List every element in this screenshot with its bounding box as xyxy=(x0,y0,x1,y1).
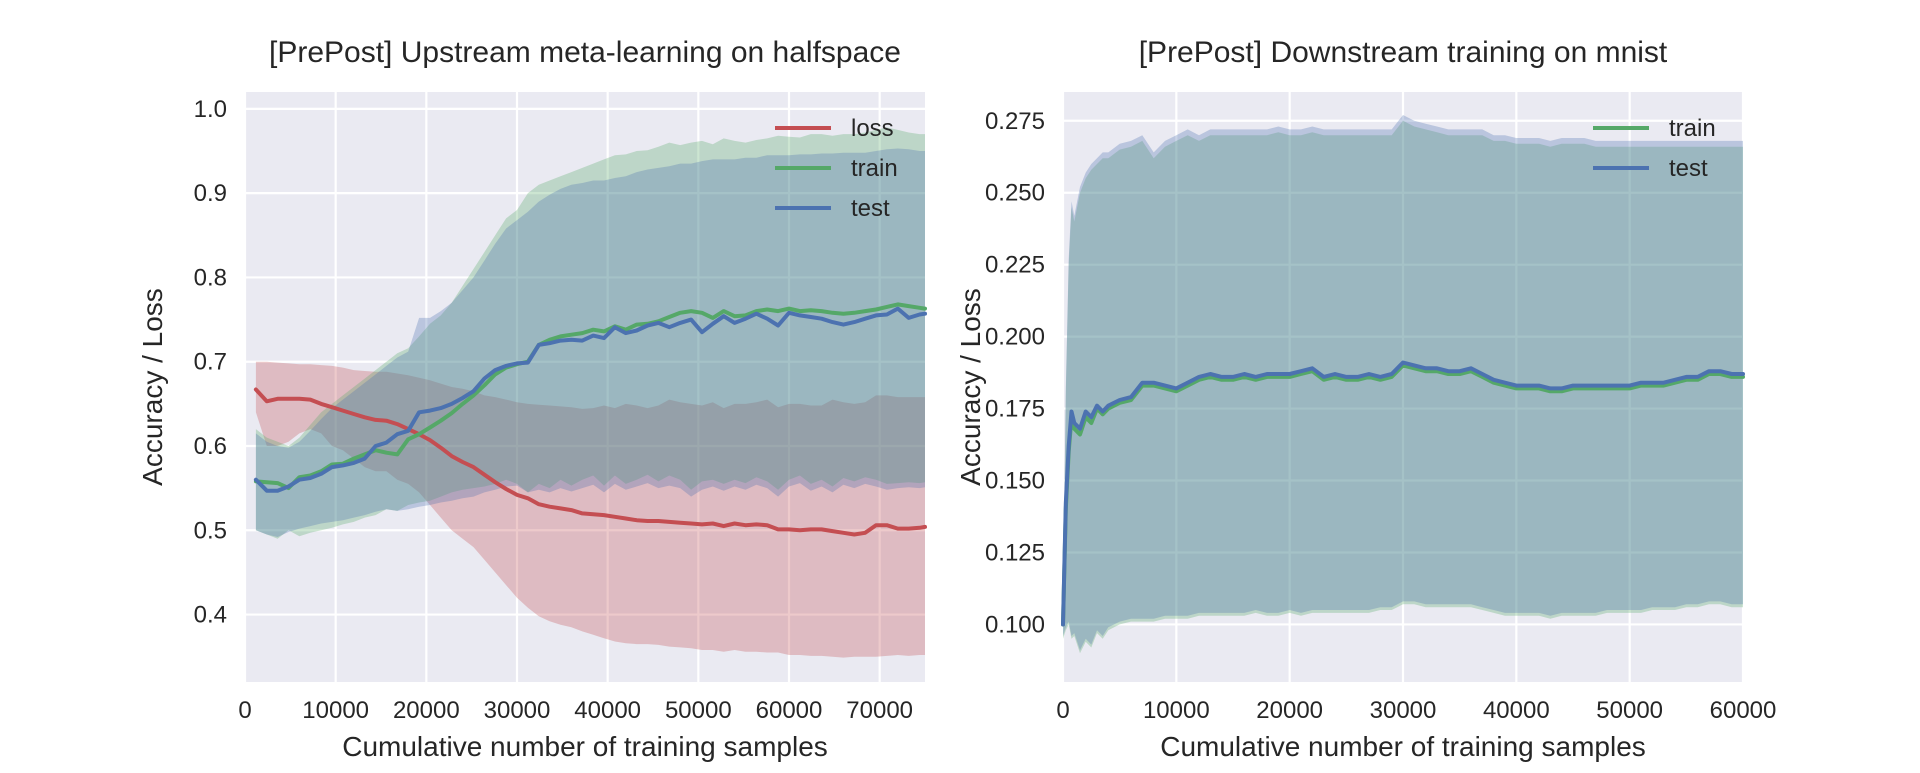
downstream-y-tick-label: 0.275 xyxy=(985,108,1045,135)
upstream-legend-label-loss: loss xyxy=(851,115,894,142)
upstream-x-tick-label: 20000 xyxy=(393,697,460,724)
downstream-legend-label-train: train xyxy=(1669,115,1716,142)
downstream-band-test xyxy=(1063,115,1743,651)
downstream-y-tick-label: 0.200 xyxy=(985,324,1045,351)
upstream-x-tick-label: 0 xyxy=(238,697,251,724)
upstream-y-tick-label: 0.6 xyxy=(194,433,227,460)
upstream-line-test xyxy=(253,306,927,493)
downstream-y-axis-label: Accuracy / Loss xyxy=(955,288,986,486)
downstream-x-tick-label: 20000 xyxy=(1256,697,1323,724)
upstream-line-loss xyxy=(253,387,927,537)
upstream-lines xyxy=(253,302,927,537)
downstream-y-tick-label: 0.175 xyxy=(985,396,1045,423)
upstream-legend-label-test: test xyxy=(851,195,890,222)
upstream-chart-title: [PrePost] Upstream meta-learning on half… xyxy=(269,36,901,69)
downstream-x-tick-label: 30000 xyxy=(1370,697,1437,724)
downstream-legend: train test xyxy=(1593,115,1716,182)
upstream-band-test xyxy=(255,148,925,537)
downstream-x-tick-label: 10000 xyxy=(1143,697,1210,724)
upstream-y-tick-label: 0.8 xyxy=(194,264,227,291)
upstream-chart: 0 10000 20000 30000 40000 50000 60000 70000 0.4… xyxy=(137,36,927,762)
downstream-line-test xyxy=(1061,360,1745,627)
upstream-x-tick-label: 10000 xyxy=(302,697,369,724)
upstream-x-tick-label: 40000 xyxy=(574,697,641,724)
downstream-legend-label-test: test xyxy=(1669,155,1708,182)
downstream-chart: 0 10000 20000 30000 40000 50000 60000 0.1000.1… xyxy=(955,36,1776,762)
upstream-y-tick-label: 0.5 xyxy=(194,517,227,544)
downstream-x-tick-label: 40000 xyxy=(1483,697,1550,724)
downstream-line-train xyxy=(1061,363,1745,627)
upstream-y-ticks: 0.4 0.5 0.6 0.7 0.8 0.9 1.0 xyxy=(194,96,227,629)
downstream-y-tick-label: 0.150 xyxy=(985,468,1045,495)
upstream-grid xyxy=(243,92,925,682)
downstream-x-axis-label: Cumulative number of training samples xyxy=(1160,731,1646,762)
downstream-band-train xyxy=(1063,120,1743,654)
downstream-x-tick-label: 60000 xyxy=(1710,697,1777,724)
upstream-y-tick-label: 0.4 xyxy=(194,602,227,629)
downstream-y-tick-label: 0.250 xyxy=(985,180,1045,207)
downstream-y-ticks: 0.100 0.125 0.150 0.175 0.200 0.225 0.250 0.275 xyxy=(985,108,1045,639)
upstream-y-tick-label: 0.7 xyxy=(194,349,227,376)
upstream-plot-area xyxy=(245,92,925,682)
downstream-y-tick-label: 0.125 xyxy=(985,539,1045,566)
upstream-x-tick-label: 50000 xyxy=(665,697,732,724)
downstream-bands xyxy=(1063,115,1743,654)
upstream-x-tick-label: 30000 xyxy=(484,697,551,724)
upstream-y-tick-label: 1.0 xyxy=(194,96,227,123)
downstream-y-tick-label: 0.225 xyxy=(985,252,1045,279)
downstream-x-ticks: 0 10000 20000 30000 40000 50000 60000 xyxy=(1056,697,1776,724)
upstream-legend: loss train test xyxy=(775,115,898,222)
downstream-y-tick-label: 0.100 xyxy=(985,611,1045,638)
upstream-x-axis-label: Cumulative number of training samples xyxy=(342,731,828,762)
upstream-y-axis-label: Accuracy / Loss xyxy=(137,288,168,486)
downstream-chart-title: [PrePost] Downstream training on mnist xyxy=(1139,36,1668,69)
downstream-x-tick-label: 50000 xyxy=(1596,697,1663,724)
downstream-lines xyxy=(1061,360,1745,627)
upstream-x-ticks: 0 10000 20000 30000 40000 50000 60000 70000 xyxy=(238,697,913,724)
downstream-x-tick-label: 0 xyxy=(1056,697,1069,724)
upstream-legend-label-train: train xyxy=(851,155,898,182)
upstream-x-tick-label: 60000 xyxy=(756,697,823,724)
upstream-y-tick-label: 0.9 xyxy=(194,180,227,207)
upstream-x-tick-label: 70000 xyxy=(846,697,913,724)
